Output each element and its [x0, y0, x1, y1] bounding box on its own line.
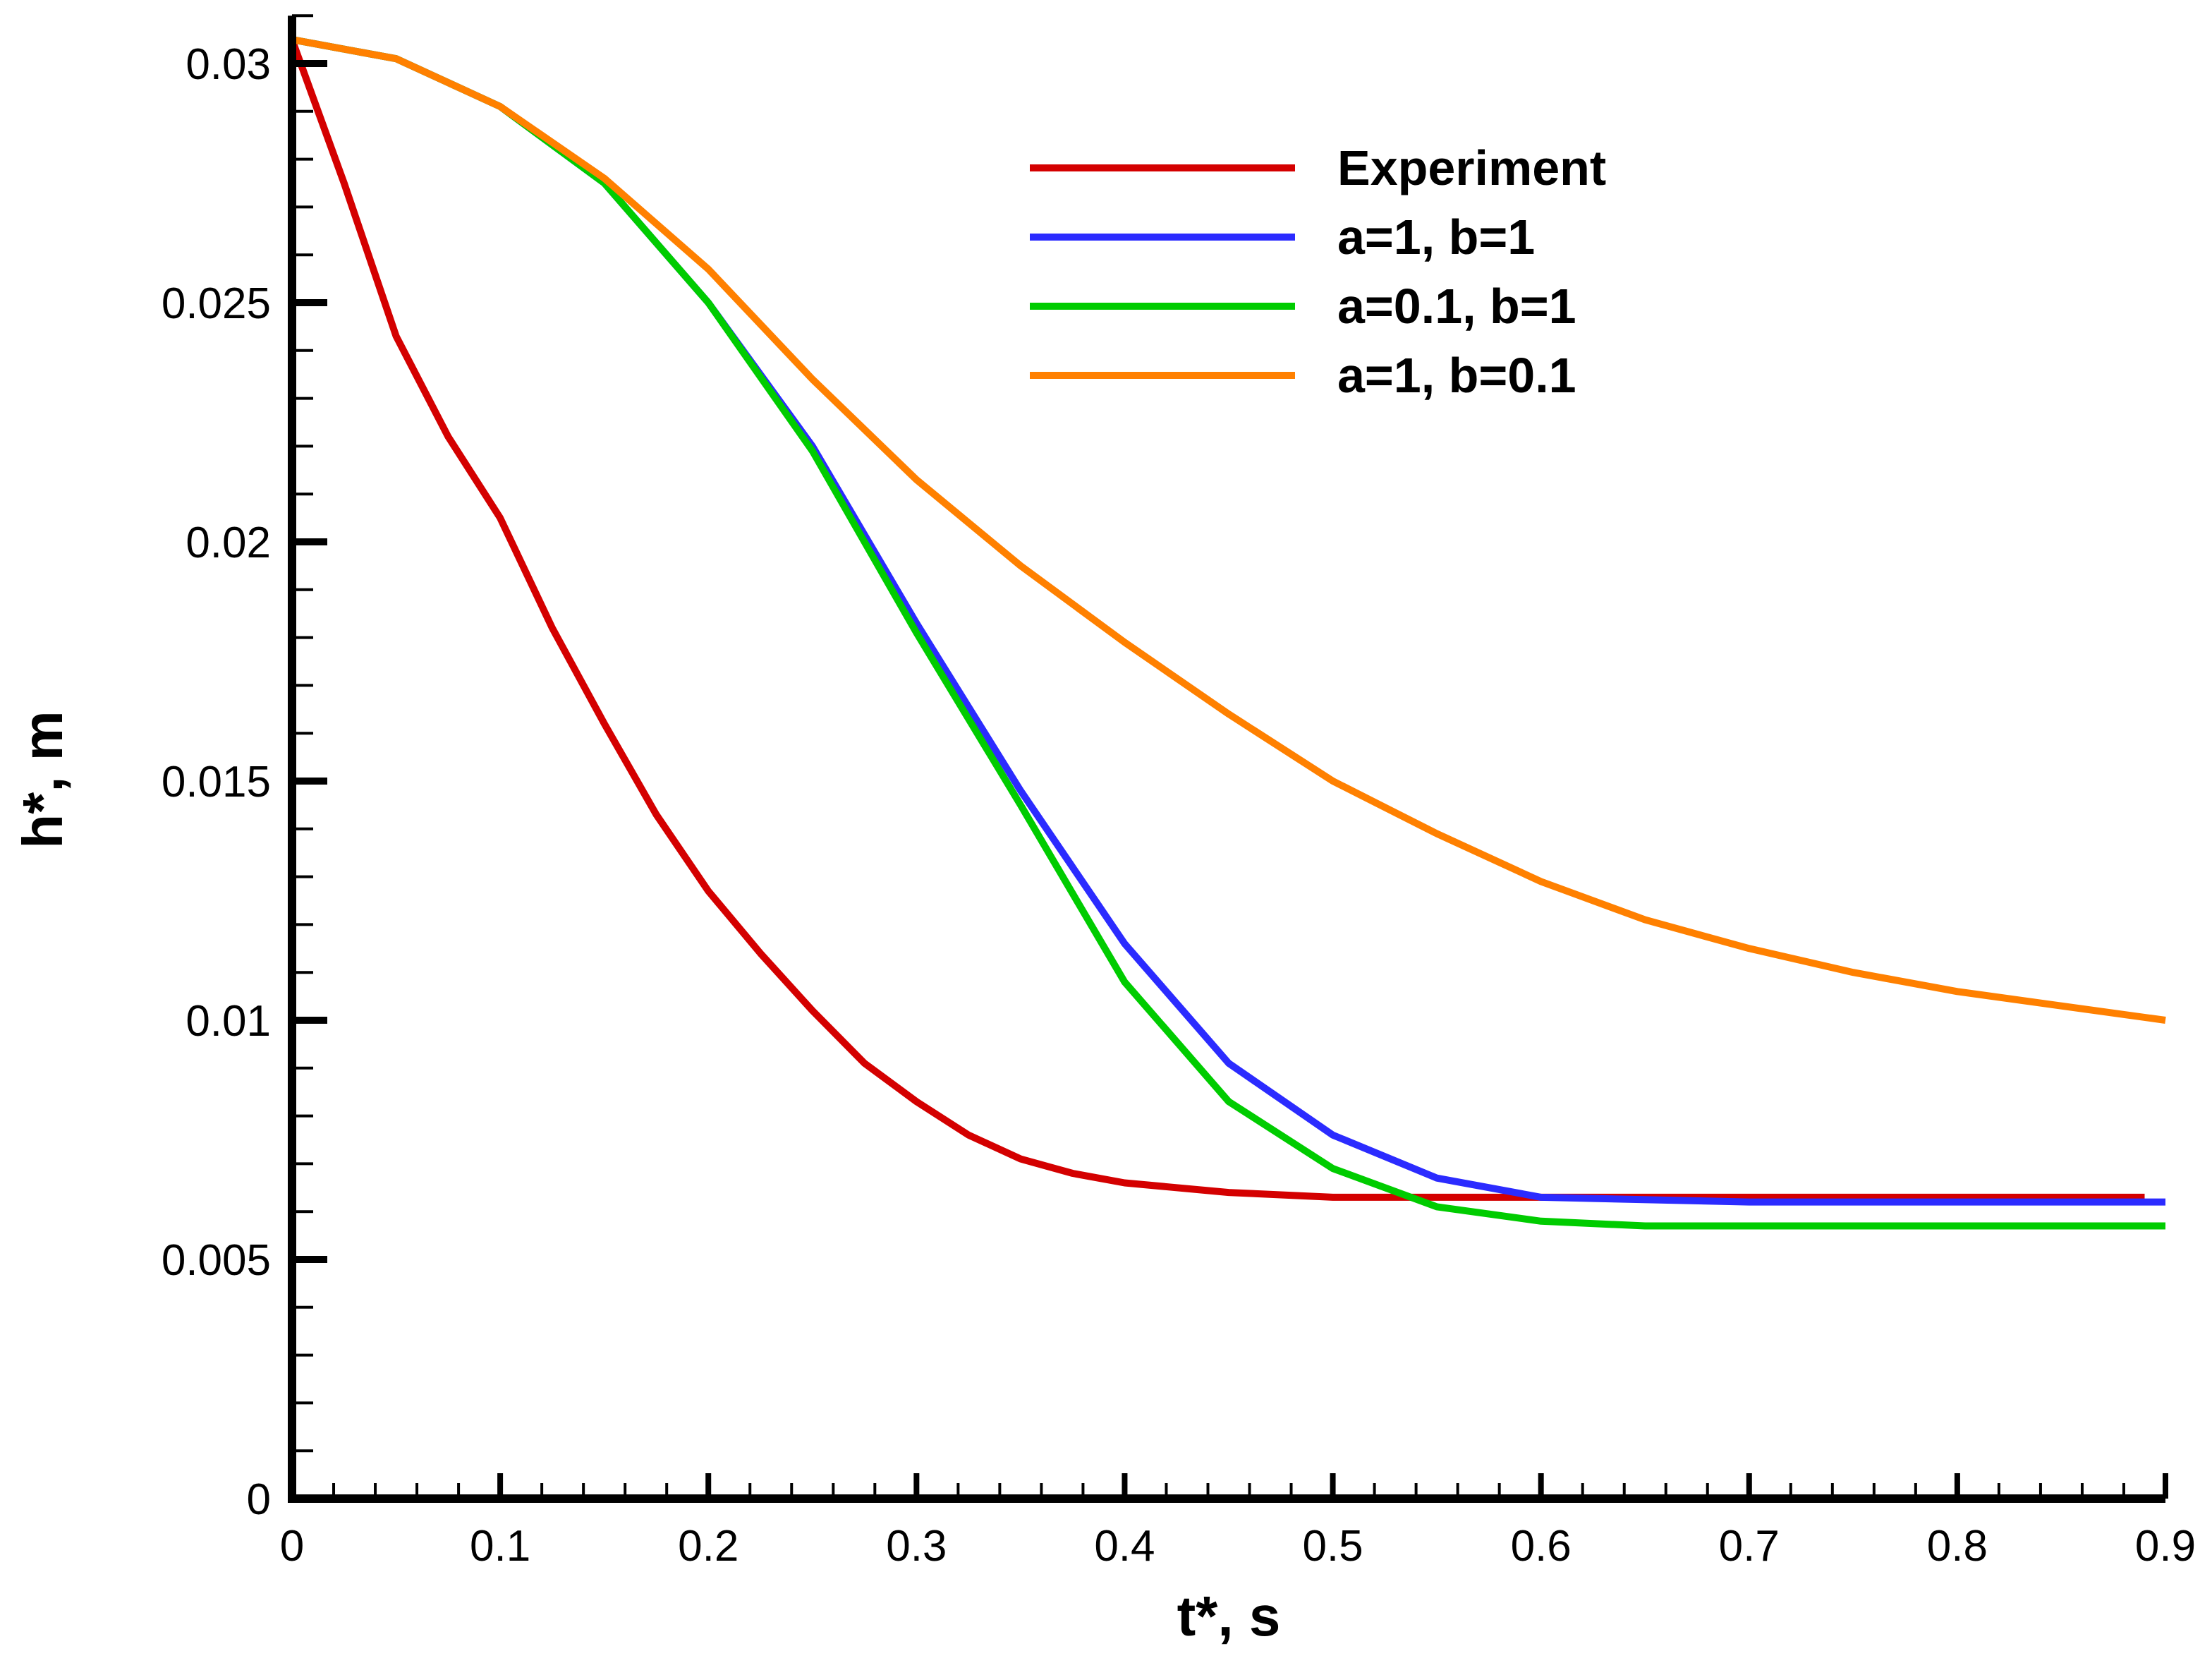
x-tick-label: 0.6: [1511, 1522, 1572, 1571]
x-tick-label: 0.8: [1927, 1522, 1988, 1571]
x-tick-label: 0.1: [470, 1522, 530, 1571]
y-tick-label: 0: [247, 1475, 271, 1524]
legend-label: a=1, b=1: [1337, 210, 1535, 265]
legend-label: Experiment: [1337, 140, 1606, 195]
y-tick-label: 0.01: [186, 997, 271, 1046]
ticks: 0 0.1 0.2 0.3 0.4 0.5 0.6 0.7 0.8 0.9 0 0.005 0.01 0.…: [162, 14, 2196, 1571]
series-line-0: [288, 38, 2145, 1201]
legend-label: a=1, b=0.1: [1337, 348, 1576, 403]
y-tick-label: 0.015: [162, 758, 271, 806]
plot-curves: [288, 36, 2166, 1230]
x-axis-title: t*, s: [1177, 1585, 1281, 1647]
legend-label: a=0.1, b=1: [1337, 279, 1576, 334]
legend: Experiment a=1, b=1 a=0.1, b=1 a=1, b=0.1: [1030, 140, 1606, 403]
x-tick-label: 0.9: [2135, 1522, 2196, 1571]
x-tick-label: 0.5: [1302, 1522, 1363, 1571]
x-tick-label: 0.3: [886, 1522, 947, 1571]
x-tick-label: 0.7: [1719, 1522, 1780, 1571]
y-tick-label: 0.005: [162, 1236, 271, 1285]
x-tick-label: 0.2: [678, 1522, 739, 1571]
axes: [288, 16, 2165, 1503]
y-tick-label: 0.03: [186, 40, 271, 89]
series-line-1: [291, 36, 2165, 1206]
y-axis-title: h*, m: [11, 710, 74, 849]
x-tick-label: 0.4: [1094, 1522, 1155, 1571]
y-tick-label: 0.02: [186, 519, 271, 567]
x-tick-label: 0: [280, 1522, 304, 1571]
series-line-2: [291, 36, 2165, 1230]
y-tick-label: 0.025: [162, 279, 271, 328]
series-line-3: [291, 36, 2166, 1024]
